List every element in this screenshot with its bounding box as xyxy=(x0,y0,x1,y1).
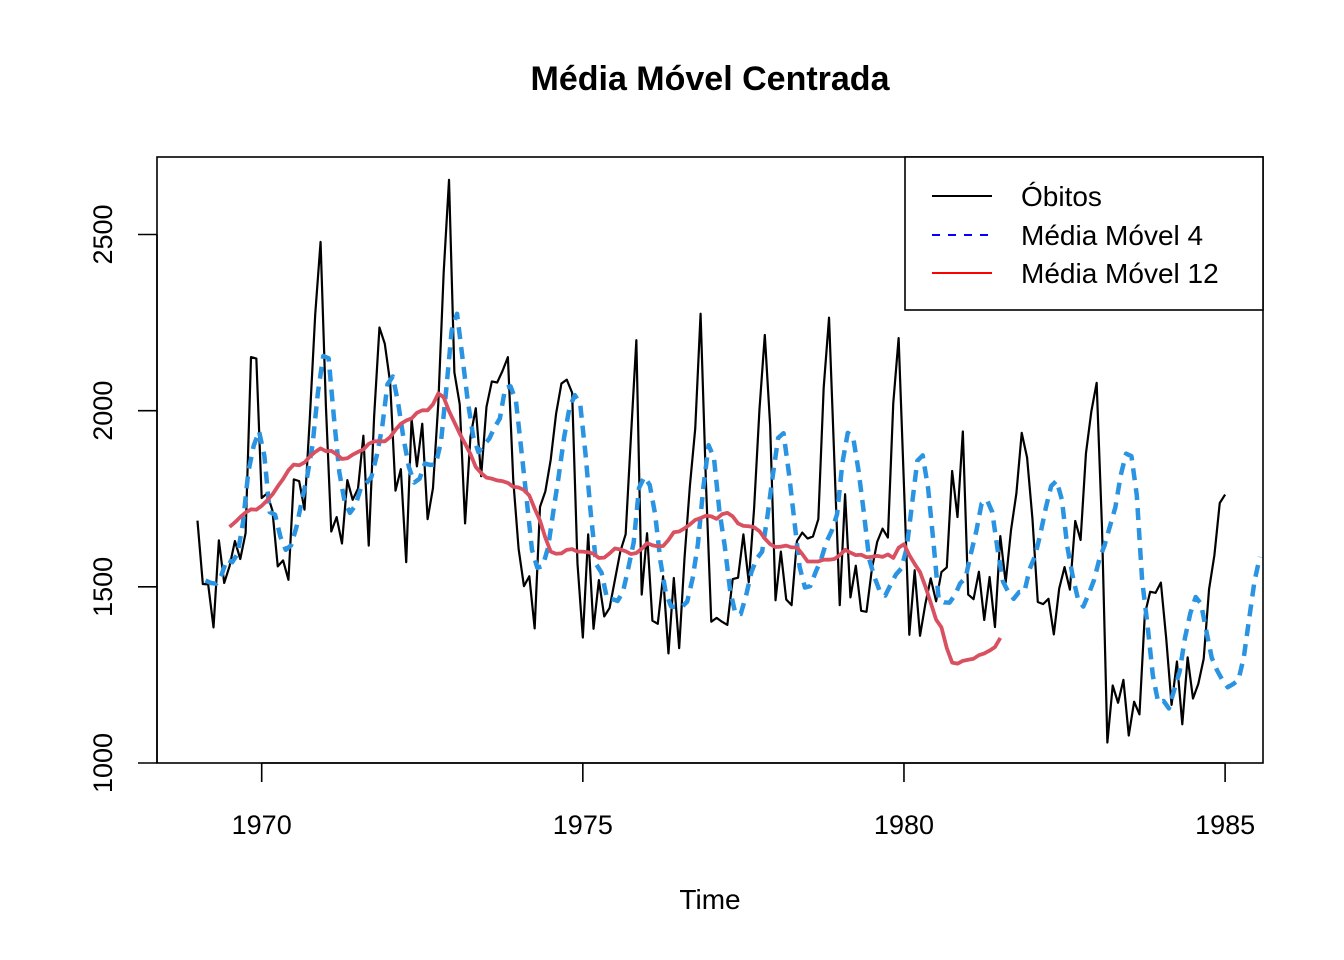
x-tick-label: 1985 xyxy=(1195,810,1255,840)
plot-area xyxy=(196,178,1263,744)
x-axis-label: Time xyxy=(679,884,740,915)
y-tick-label: 1000 xyxy=(88,733,118,793)
x-tick-label: 1970 xyxy=(232,810,292,840)
legend: Óbitos Média Móvel 4 Média Móvel 12 xyxy=(904,156,1264,311)
y-tick-label: 2500 xyxy=(88,204,118,264)
legend-label-mm4: Média Móvel 4 xyxy=(1021,220,1203,251)
legend-label-mm12: Média Móvel 12 xyxy=(1021,258,1219,289)
y-tick-label: 2000 xyxy=(88,381,118,441)
y-tick-label: 1500 xyxy=(88,557,118,617)
x-axis: 1970 1975 1980 1985 xyxy=(232,762,1255,840)
legend-box xyxy=(904,156,1264,311)
series-line-3 xyxy=(228,391,1002,666)
legend-label-obitos: Óbitos xyxy=(1021,181,1102,212)
series-line-1 xyxy=(196,178,1227,744)
x-tick-label: 1975 xyxy=(553,810,613,840)
y-axis: 1000 1500 2000 2500 xyxy=(88,204,158,793)
chart-title: Média Móvel Centrada xyxy=(531,60,891,98)
series-line-2 xyxy=(204,311,1263,711)
x-tick-label: 1980 xyxy=(874,810,934,840)
